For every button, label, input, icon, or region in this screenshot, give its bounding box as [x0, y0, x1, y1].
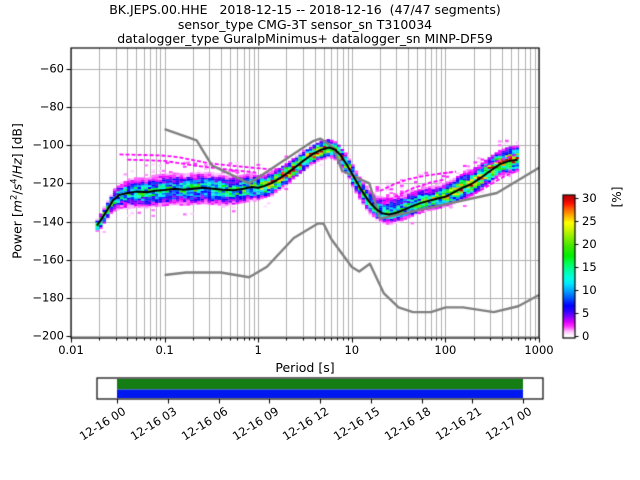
x-tick-label: 0.01: [58, 343, 84, 357]
y-tick-label: −180: [32, 290, 64, 305]
colorbar-tick-label: 15: [582, 259, 597, 274]
y-tick-label: −80: [39, 99, 64, 114]
colorbar-tick-label: 5: [582, 305, 590, 320]
figure-title: BK.JEPS.00.HHE 2018-12-15 -- 2018-12-16 …: [109, 2, 501, 17]
colorbar-tick-label: 20: [582, 236, 597, 251]
x-tick-label: 1: [254, 343, 262, 357]
y-tick-label: −200: [32, 328, 64, 343]
colorbar-unit-label: [%]: [610, 186, 624, 208]
x-tick-label: 0.1: [155, 343, 174, 357]
y-tick-label: −160: [32, 252, 64, 267]
x-tick-label: 100: [434, 343, 457, 357]
figure-subtitle-datalogger: datalogger_type GuralpMinimus+ datalogge…: [117, 31, 493, 46]
colorbar-tick-label: 0: [582, 328, 590, 343]
y-tick-label: −120: [32, 175, 64, 190]
y-tick-label: −100: [32, 137, 64, 152]
x-axis-label: Period [s]: [275, 360, 335, 375]
x-tick-label: 1000: [524, 343, 554, 357]
y-axis-label: Power [m2/s4/Hz] [dB]: [9, 123, 25, 259]
colorbar-tick-label: 25: [582, 213, 597, 228]
colorbar-tick-label: 10: [582, 282, 597, 297]
y-tick-label: −60: [39, 61, 64, 76]
colorbar-tick-label: 30: [582, 190, 597, 205]
y-tick-label: −140: [32, 213, 64, 228]
figure-subtitle-sensor: sensor_type CMG-3T sensor_sn T310034: [177, 17, 433, 32]
x-tick-label: 10: [344, 343, 360, 357]
